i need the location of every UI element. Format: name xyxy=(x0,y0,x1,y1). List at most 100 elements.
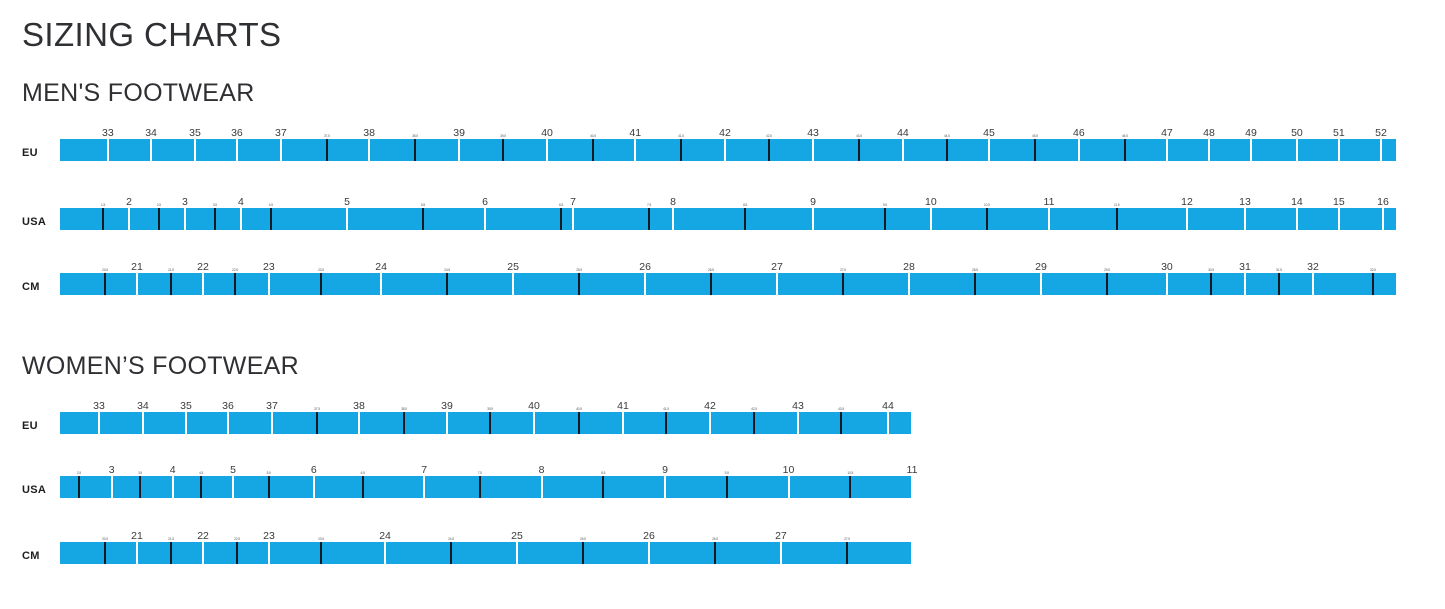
size-tick-label: 22 xyxy=(197,529,209,542)
size-tick-label: 6 xyxy=(310,463,317,476)
size-tick-minor xyxy=(725,476,728,498)
size-tick-minor xyxy=(325,139,328,161)
size-tick-label: 23 xyxy=(263,529,275,542)
size-tick-label: 7 xyxy=(570,195,576,208)
ruler-unit-label: USA xyxy=(22,216,47,228)
size-tick-label: 41.5 xyxy=(663,406,669,411)
size-tick-major xyxy=(540,476,543,498)
size-tick-label: 46 xyxy=(1073,126,1085,139)
size-tick-label: 11 xyxy=(906,463,918,476)
size-tick-label: 42 xyxy=(704,399,716,412)
size-tick-label: 32 xyxy=(1307,260,1319,273)
size-tick-label: 5.5 xyxy=(266,470,271,475)
size-tick-minor xyxy=(170,542,173,564)
size-tick-label: 26.5 xyxy=(708,267,714,272)
size-tick-major xyxy=(185,412,187,434)
size-tick-label: 9.5 xyxy=(882,202,887,207)
size-tick-minor xyxy=(422,208,425,230)
size-tick-minor xyxy=(752,412,755,434)
size-tick-minor xyxy=(269,208,272,230)
size-tick-label: 9.5 xyxy=(724,470,729,475)
size-scale-bar: 33 34 35 36 37 37.5 38 38.5 39 39.5 40 40.5 41 41.5 42… xyxy=(60,127,1396,161)
size-tick-label: 20.5 xyxy=(102,267,108,272)
size-tick-major xyxy=(484,208,487,230)
size-tick-minor xyxy=(680,139,683,161)
size-tick-label: 7.5 xyxy=(647,202,652,207)
size-tick-label: 45.5 xyxy=(1032,133,1038,138)
size-tick-label: 43.5 xyxy=(838,406,844,411)
size-tick-label: 40.5 xyxy=(576,406,582,411)
size-tick-label: 24 xyxy=(375,260,387,273)
size-tick-label: 37.5 xyxy=(323,133,330,138)
size-tick-minor xyxy=(841,273,844,295)
size-tick-label: 5 xyxy=(344,195,350,208)
size-tick-label: 23.5 xyxy=(318,536,324,541)
size-tick-label: 13 xyxy=(1239,195,1251,208)
size-tick-label: 50 xyxy=(1291,126,1303,139)
size-tick-label: 42.5 xyxy=(751,406,757,411)
size-tick-major xyxy=(672,208,675,230)
size-tick-label: 3 xyxy=(108,463,115,476)
size-tick-major xyxy=(1381,208,1384,230)
size-tick-minor xyxy=(319,542,322,564)
size-tick-major xyxy=(929,208,932,230)
size-tick-label: 47 xyxy=(1161,126,1173,139)
size-tick-label: 48 xyxy=(1203,126,1215,139)
size-tick-label: 22 xyxy=(197,260,209,273)
size-tick-major xyxy=(423,476,426,498)
size-tick-major xyxy=(183,208,186,230)
size-tick-label: 8 xyxy=(670,195,676,208)
size-tick-label: 4.5 xyxy=(199,470,204,475)
size-tick-major xyxy=(1243,273,1246,295)
size-tick-label: 34 xyxy=(137,399,149,412)
size-tick-label: 35 xyxy=(189,126,201,139)
size-scale-bar: 33 34 35 36 37 37.5 38 38.5 39 39.5 40 40.5 41 41.5 42… xyxy=(60,400,911,434)
size-tick-major xyxy=(532,412,535,434)
size-tick-minor xyxy=(233,273,236,295)
size-tick-label: 10 xyxy=(925,195,937,208)
size-tick-minor xyxy=(973,273,976,295)
size-tick-label: 41 xyxy=(617,399,629,412)
size-tick-label: 42.5 xyxy=(766,133,772,138)
size-tick-label: 26.5 xyxy=(712,536,718,541)
ruler-row-usa: USA 1.5 2 2.5 3 3.5 4 4.5 5 5.5 6 6.5 7 7.5 8 8.5 9 9.5 10… xyxy=(22,194,1418,240)
size-tick-label: 39.5 xyxy=(500,133,506,138)
size-tick-major xyxy=(267,273,270,295)
size-tick-label: 28 xyxy=(903,260,915,273)
size-tick-label: 41 xyxy=(629,126,642,139)
size-tick-label: 37 xyxy=(275,126,287,139)
size-tick-label: 22.5 xyxy=(232,267,238,272)
size-tick-minor xyxy=(446,273,449,295)
size-tick-major xyxy=(1208,139,1211,161)
size-tick-label: 41.5 xyxy=(678,133,684,138)
size-tick-label: 38.5 xyxy=(401,406,407,411)
size-tick-major xyxy=(622,412,624,434)
size-tick-minor xyxy=(582,542,584,564)
size-tick-label: 36 xyxy=(231,126,243,139)
size-tick-label: 5.5 xyxy=(420,202,426,207)
size-tick-label: 10.5 xyxy=(847,470,854,475)
size-tick-label: 40 xyxy=(541,126,553,139)
size-tick-major xyxy=(226,412,229,434)
size-tick-minor xyxy=(200,476,203,498)
size-tick-minor xyxy=(857,139,860,161)
size-tick-minor xyxy=(502,139,505,161)
size-tick-label: 33 xyxy=(93,399,105,412)
size-tick-label: 6.5 xyxy=(558,202,564,207)
size-tick-minor xyxy=(591,139,594,161)
size-tick-minor xyxy=(713,542,716,564)
size-tick-label: 24.5 xyxy=(444,267,450,272)
size-tick-major xyxy=(1379,139,1382,161)
size-tick-major xyxy=(346,208,349,230)
size-tick-major xyxy=(1337,139,1340,161)
size-tick-major xyxy=(128,208,130,230)
size-tick-major xyxy=(1337,208,1340,230)
size-tick-label: 4 xyxy=(169,463,176,476)
size-tick-minor xyxy=(488,412,491,434)
size-tick-major xyxy=(235,139,238,161)
size-tick-label: 26 xyxy=(643,529,655,542)
size-tick-label: 31.5 xyxy=(1275,267,1282,272)
ruler-row-eu: EU 33 34 35 36 37 37.5 38 38.5 39 39.5 40 40.5 41 41.5… xyxy=(22,125,1418,171)
size-tick-major xyxy=(279,139,282,161)
size-tick-major xyxy=(796,412,799,434)
